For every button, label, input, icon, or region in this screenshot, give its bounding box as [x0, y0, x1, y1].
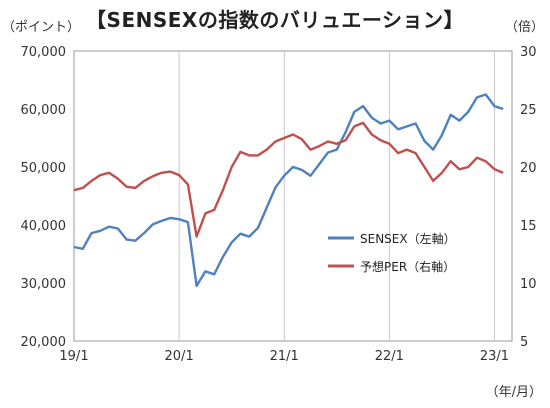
x-tick-label: 22/1 — [375, 349, 404, 364]
right-tick-label: 30 — [520, 45, 537, 60]
left-tick-label: 50,000 — [21, 161, 67, 176]
x-tick-label: 23/1 — [480, 349, 509, 364]
left-tick-label: 70,000 — [21, 45, 67, 60]
right-tick-label: 20 — [520, 161, 537, 176]
left-tick-label: 30,000 — [21, 277, 67, 292]
x-tick-label: 19/1 — [59, 349, 88, 364]
right-axis-unit: （倍） — [504, 20, 544, 35]
right-tick-label: 25 — [520, 103, 537, 118]
x-axis-unit: （年/月） — [485, 385, 542, 400]
left-tick-label: 20,000 — [21, 335, 67, 350]
left-axis-unit: （ポイント） — [2, 20, 81, 35]
right-tick-label: 10 — [520, 277, 537, 292]
plot-frame — [73, 50, 513, 342]
right-tick-label: 15 — [520, 219, 537, 234]
chart-title: 【SENSEXの指数のバリュエーション】 — [86, 8, 464, 32]
left-tick-label: 40,000 — [21, 219, 67, 234]
right-tick-label: 5 — [520, 335, 528, 350]
x-tick-label: 21/1 — [270, 349, 299, 364]
sensex-series-line — [73, 93, 504, 288]
left-tick-label: 60,000 — [21, 103, 67, 118]
legend-label-per: 予想PER（右軸） — [360, 259, 455, 274]
per-series-line — [73, 121, 504, 238]
legend-label-sensex: SENSEX（左軸） — [360, 231, 456, 246]
x-tick-label: 20/1 — [165, 349, 194, 364]
